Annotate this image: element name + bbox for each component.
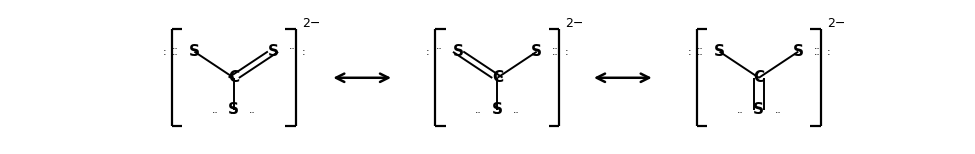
Text: S: S [793,44,803,59]
Text: ··: ·· [173,50,178,60]
Text: S: S [267,44,279,59]
Text: ··: ·· [552,44,559,54]
Text: S: S [714,44,725,59]
Text: ··: ·· [173,44,178,54]
Text: S: S [754,102,764,117]
Text: S: S [452,44,464,59]
Text: ··: ·· [230,109,237,120]
Text: 2−: 2− [827,17,845,30]
Text: ··: ·· [552,50,559,60]
Text: ··: ·· [736,108,743,118]
Text: :: : [687,47,691,57]
Text: 2−: 2− [301,17,320,30]
Text: C: C [491,70,503,85]
Text: ··: ·· [697,44,704,54]
Text: ··: ·· [289,44,295,54]
Text: :: : [426,47,430,57]
Text: ··: ·· [697,50,704,60]
Text: ··: ·· [250,108,256,118]
Text: :: : [827,47,830,57]
Text: ··: ·· [436,44,443,54]
Text: :: : [163,47,166,57]
Text: ··: ·· [494,109,501,120]
Text: :: : [566,47,568,57]
Text: ··: ·· [513,108,520,118]
Text: S: S [492,102,503,117]
Text: S: S [228,102,239,117]
Text: C: C [754,70,764,85]
Text: C: C [228,70,239,85]
Text: S: S [531,44,542,59]
Text: ··: ·· [212,108,218,118]
Text: ··: ·· [774,108,781,118]
Text: ··: ·· [475,108,482,118]
Text: ··: ·· [814,44,820,54]
Text: :: : [301,47,305,57]
Text: ··: ·· [814,50,820,60]
Text: S: S [189,44,200,59]
Text: 2−: 2− [566,17,584,30]
